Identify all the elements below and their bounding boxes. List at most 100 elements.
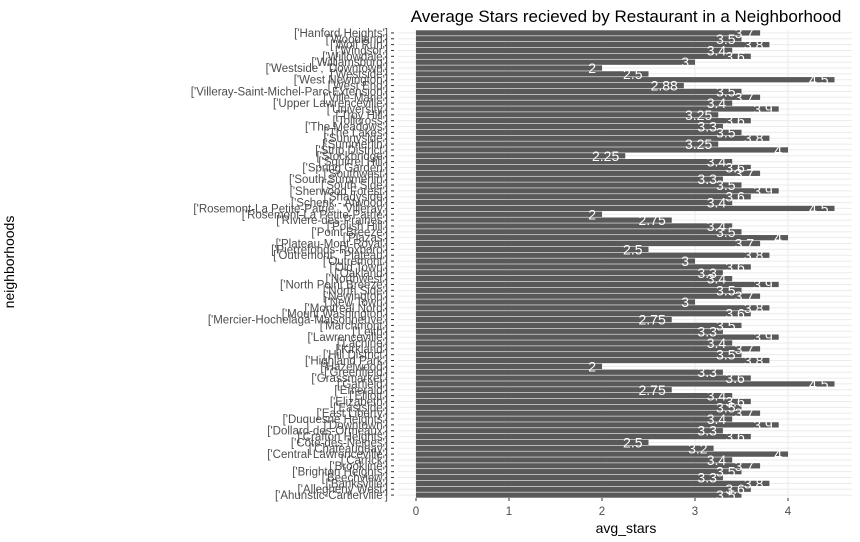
category-label: ['Marchmont'] <box>320 320 388 332</box>
bar <box>416 88 742 95</box>
data-label: 4 <box>774 230 782 246</box>
data-label: 3.5 <box>716 317 736 333</box>
data-label: 3.3 <box>697 323 717 339</box>
category-label: ['Sunnyside'] <box>324 133 389 145</box>
data-label: 4.5 <box>809 72 829 88</box>
bar <box>416 235 788 241</box>
data-label: 3.5 <box>716 31 736 47</box>
data-label: 2.25 <box>592 148 619 164</box>
category-label: ['Outremont'] <box>323 256 388 268</box>
category-label: ['Polish Hill'] <box>327 221 388 233</box>
x-tick-label: 2 <box>599 506 605 518</box>
data-label: 3.4 <box>707 452 727 468</box>
category-label: ['West End'] <box>328 81 388 93</box>
data-label: 3.25 <box>685 136 712 152</box>
bar <box>416 123 723 130</box>
plot-panel <box>398 30 852 498</box>
category-label: ['The Meadows'] <box>305 122 388 134</box>
category-label: ['Wolf Run'] <box>330 40 388 52</box>
data-label: 3.3 <box>697 119 717 135</box>
category-label-layer: ['Ahunstic-Cartierville']['Allegheny Wes… <box>191 28 394 502</box>
data-label: 3 <box>681 294 689 310</box>
category-label: ['West Newington'] <box>294 75 388 87</box>
bar <box>416 106 779 112</box>
category-label: ['Shadyside'] <box>324 192 389 204</box>
bar <box>416 118 751 124</box>
bar <box>416 217 672 223</box>
data-label: 3.6 <box>725 306 745 322</box>
category-label: ['Woodland'] <box>326 34 388 46</box>
data-label: 3.3 <box>697 423 717 439</box>
data-label: 2.75 <box>639 212 666 228</box>
data-label: 2.88 <box>651 78 678 94</box>
category-label: ['Spring Garden'] <box>302 162 388 174</box>
category-label: ['Stockbridge'] <box>316 151 388 163</box>
category-label: ['Brookline'] <box>329 461 388 473</box>
category-label: ['Sherwood Forest'] <box>290 186 388 198</box>
category-label: ['University'] <box>327 104 388 116</box>
data-label: 3.7 <box>735 458 755 474</box>
bar <box>416 340 733 346</box>
data-label: 3.6 <box>725 159 745 175</box>
data-label: 3.7 <box>735 341 755 357</box>
category-label: ['Upper Lawrenceville'] <box>273 98 388 110</box>
category-label: ['Tollcross'] <box>332 116 388 128</box>
category-label: ['Rivière-des-Prairies'] <box>276 215 388 227</box>
data-label: 3.3 <box>697 171 717 187</box>
category-label: ['Willowdale'] <box>322 51 388 63</box>
category-label: ['Schenk - Atwood'] <box>291 198 388 210</box>
bar <box>416 82 684 89</box>
x-tick-label: 0 <box>413 506 419 518</box>
data-label: 3.8 <box>744 130 764 146</box>
category-label: ['Troy Hill'] <box>335 110 388 122</box>
bar <box>416 30 761 36</box>
data-label: 3.5 <box>716 224 736 240</box>
bar <box>416 205 835 212</box>
y-axis-title: neighborhoods <box>1 216 17 309</box>
bar <box>416 463 761 469</box>
data-label: 3.6 <box>725 259 745 275</box>
data-label: 3.9 <box>753 101 773 117</box>
data-label: 2.75 <box>639 312 666 328</box>
category-label: ['Elizabeth'] <box>330 396 388 408</box>
category-label: ['Chateauguay'] <box>309 443 388 455</box>
category-label: ['Côte-des-Neiges'] <box>291 437 388 449</box>
data-label: 3.4 <box>707 42 727 58</box>
bar <box>416 229 742 235</box>
bar <box>416 141 719 147</box>
category-label: ['Point Breeze'] <box>311 227 388 239</box>
data-label: 3.4 <box>707 388 727 404</box>
bar <box>416 71 649 77</box>
category-label: ['Squirrel Hill'] <box>318 157 388 169</box>
data-label: 2.75 <box>639 382 666 398</box>
category-label: ['Plazas'] <box>343 233 388 245</box>
data-label: 2 <box>588 60 596 76</box>
data-label: 3.4 <box>707 154 727 170</box>
data-label: 3.25 <box>685 107 712 123</box>
x-tick-label: 4 <box>785 506 792 518</box>
data-label: 3.4 <box>707 335 727 351</box>
data-label: 3.4 <box>707 411 727 427</box>
bar <box>416 457 733 463</box>
category-label: ['East Liberty'] <box>316 408 388 420</box>
category-label: ['Hanford Heights'] <box>294 28 388 40</box>
category-label: ['Rosemont-La Petite-Patrie', 'Villeray'… <box>193 203 388 215</box>
bar <box>416 199 733 206</box>
category-label: ['Eastside'] <box>333 402 388 414</box>
chart-title: Average Stars recieved by Restaurant in … <box>411 7 842 26</box>
category-label: ['Pierrefonds-Roxboro'] <box>271 244 388 256</box>
category-label: ['Beechview'] <box>322 473 388 485</box>
bar <box>416 41 770 48</box>
bar <box>416 474 723 481</box>
data-label: 4.5 <box>809 200 829 216</box>
category-label: ['Summerlin'] <box>322 139 388 151</box>
data-label: 3.8 <box>744 353 764 369</box>
bar <box>416 112 719 118</box>
bar <box>416 36 742 42</box>
data-label: 4 <box>774 446 782 462</box>
bar <box>416 422 779 428</box>
data-label: 3 <box>681 253 689 269</box>
data-label: 2 <box>588 358 596 374</box>
data-label: 2 <box>588 206 596 222</box>
